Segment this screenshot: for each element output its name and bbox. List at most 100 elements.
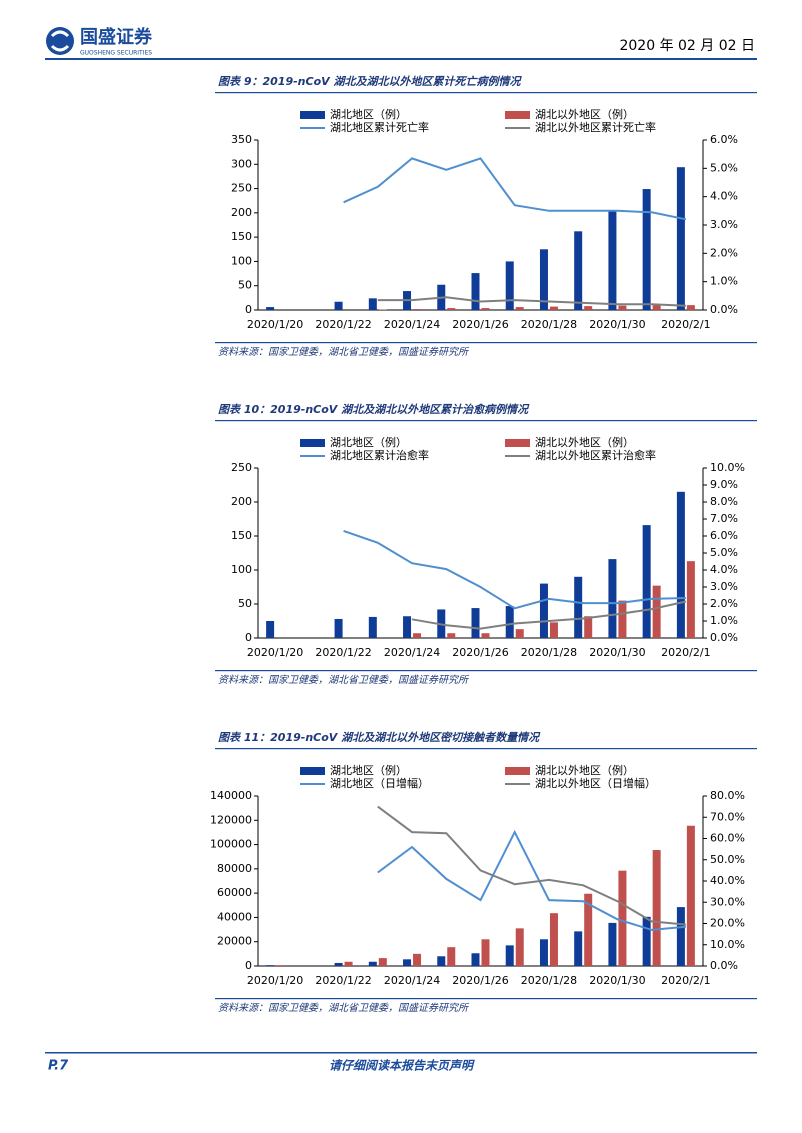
caption-rule — [215, 420, 757, 422]
bar — [618, 305, 627, 310]
bar — [652, 585, 661, 638]
bar — [676, 491, 685, 638]
y-tick-label: 60000 — [217, 886, 252, 899]
x-tick-label: 2020/1/30 — [589, 318, 645, 331]
y2-tick-label: 6.0% — [710, 529, 738, 542]
source-rule — [215, 670, 757, 672]
bar — [515, 629, 524, 638]
bar — [574, 931, 583, 966]
line — [377, 296, 686, 307]
bar — [539, 939, 548, 966]
disclaimer: 请仔细阅读本报告末页声明 — [329, 1059, 475, 1073]
bar — [403, 616, 412, 638]
y2-tick-label: 40.0% — [710, 874, 745, 887]
x-tick-label: 2020/2/1 — [661, 318, 710, 331]
source-rule — [215, 342, 757, 344]
bar — [652, 305, 661, 310]
bar — [471, 953, 480, 966]
y-tick-label: 250 — [231, 182, 252, 195]
caption-rule — [215, 748, 757, 750]
report-date: 2020 年 02 月 02 日 — [619, 38, 755, 54]
x-tick-label: 2020/1/28 — [521, 974, 577, 987]
bar — [368, 961, 377, 966]
y2-tick-label: 2.0% — [710, 246, 738, 259]
legend-swatch — [300, 439, 325, 447]
y2-tick-label: 50.0% — [710, 853, 745, 866]
y2-tick-label: 60.0% — [710, 832, 745, 845]
x-tick-label: 2020/1/28 — [521, 646, 577, 659]
x-tick-label: 2020/1/20 — [247, 646, 303, 659]
bar — [642, 916, 651, 966]
y-tick-label: 120000 — [210, 813, 252, 826]
y-tick-label: 140000 — [210, 789, 252, 802]
legend-swatch — [505, 439, 530, 447]
y2-tick-label: 3.0% — [710, 580, 738, 593]
legend-label: 湖北地区（日增幅） — [330, 776, 429, 790]
x-tick-label: 2020/1/24 — [384, 318, 440, 331]
bar — [505, 945, 514, 966]
bar — [413, 633, 422, 638]
legend-label: 湖北地区（例） — [330, 763, 407, 777]
bar — [642, 189, 651, 310]
source-note: 资料来源：国家卫健委，湖北省卫健委，国盛证券研究所 — [218, 1002, 470, 1014]
x-tick-label: 2020/2/1 — [661, 646, 710, 659]
legend-label: 湖北以外地区（日增幅） — [535, 776, 656, 790]
bar — [266, 621, 275, 638]
legend-label: 湖北地区（例） — [330, 435, 407, 449]
bar — [608, 210, 617, 310]
x-tick-label: 2020/1/26 — [452, 646, 508, 659]
source-rule — [215, 998, 757, 1000]
line — [411, 600, 687, 630]
legend-swatch — [505, 767, 530, 775]
bar — [276, 965, 285, 966]
bar — [584, 893, 593, 966]
bar — [368, 298, 377, 310]
line — [343, 157, 687, 221]
y2-tick-label: 1.0% — [710, 614, 738, 627]
x-tick-label: 2020/1/22 — [315, 646, 371, 659]
y2-tick-label: 5.0% — [710, 161, 738, 174]
y2-tick-label: 1.0% — [710, 275, 738, 288]
y2-tick-label: 70.0% — [710, 810, 745, 823]
bar — [266, 307, 275, 310]
source-note: 资料来源：国家卫健委，湖北省卫健委，国盛证券研究所 — [218, 674, 470, 686]
y-tick-label: 0 — [245, 631, 252, 644]
y-tick-label: 100 — [231, 254, 252, 267]
caption-rule — [215, 92, 757, 94]
bar — [618, 870, 627, 966]
legend-swatch — [505, 111, 530, 119]
x-tick-label: 2020/1/26 — [452, 974, 508, 987]
source-note: 资料来源：国家卫健委，湖北省卫健委，国盛证券研究所 — [218, 346, 470, 358]
y-tick-label: 0 — [245, 303, 252, 316]
bar — [437, 956, 446, 966]
bar — [686, 825, 695, 966]
bar — [471, 273, 480, 310]
y2-tick-label: 5.0% — [710, 546, 738, 559]
x-tick-label: 2020/1/22 — [315, 318, 371, 331]
legend-label: 湖北地区累计死亡率 — [330, 120, 429, 134]
bar — [686, 561, 695, 638]
y-tick-label: 20000 — [217, 935, 252, 948]
x-tick-label: 2020/1/30 — [589, 974, 645, 987]
y-tick-label: 150 — [231, 230, 252, 243]
bar — [447, 308, 456, 310]
y-tick-label: 250 — [231, 461, 252, 474]
bar — [413, 309, 422, 310]
page-number: P.7 — [48, 1059, 69, 1074]
y2-tick-label: 8.0% — [710, 495, 738, 508]
x-tick-label: 2020/2/1 — [661, 974, 710, 987]
bar — [574, 231, 583, 310]
x-tick-label: 2020/1/24 — [384, 646, 440, 659]
bar — [539, 249, 548, 310]
bar — [378, 958, 387, 966]
bar — [368, 616, 377, 638]
company-name: 国盛证券 — [80, 26, 153, 48]
bar — [549, 622, 558, 638]
bar — [481, 633, 490, 638]
y2-tick-label: 10.0% — [710, 938, 745, 951]
header-rule — [45, 58, 757, 60]
bar — [574, 576, 583, 638]
bar — [505, 261, 514, 310]
y2-tick-label: 30.0% — [710, 895, 745, 908]
